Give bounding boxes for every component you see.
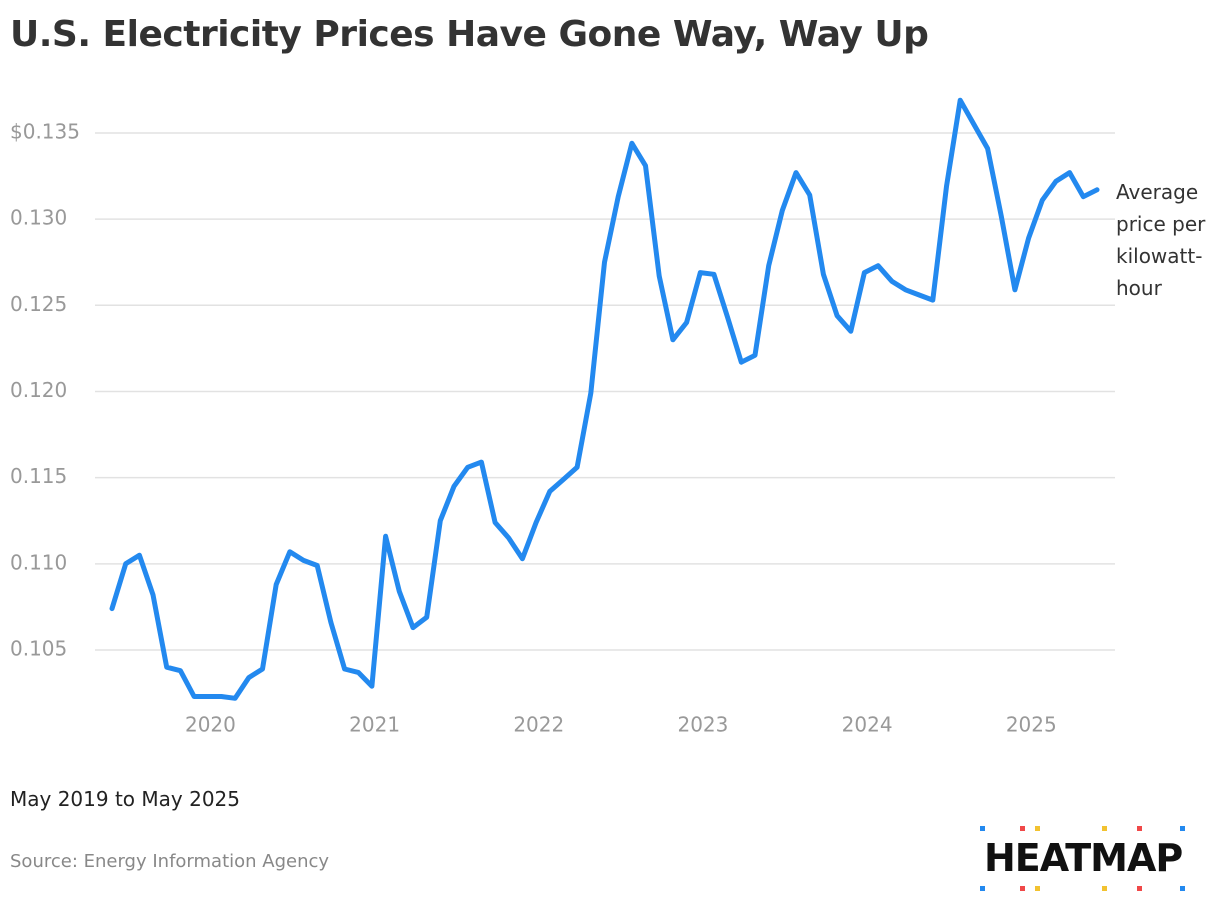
logo-dots xyxy=(980,826,1185,891)
chart: 0.105 0.110 0.115 0.120 0.125 0.130 $0.135 2020… xyxy=(10,97,1115,737)
chart-title: U.S. Electricity Prices Have Gone Way, W… xyxy=(10,14,929,55)
y-tick-label: 0.130 xyxy=(10,206,67,230)
x-tick-label: 2022 xyxy=(513,713,564,737)
subtitle: May 2019 to May 2025 xyxy=(10,787,240,811)
x-tick-label: 2023 xyxy=(677,713,728,737)
y-tick-label: 0.125 xyxy=(10,292,67,316)
y-tick-label: $0.135 xyxy=(10,119,80,143)
y-tick-label: 0.115 xyxy=(10,464,67,488)
dots xyxy=(980,826,1185,891)
x-tick-label: 2024 xyxy=(842,713,893,737)
y-tick-label: 0.120 xyxy=(10,378,67,402)
x-tick-label: 2021 xyxy=(349,713,400,737)
y-tick-label: 0.105 xyxy=(10,636,67,660)
source: Source: Energy Information Agency xyxy=(10,851,330,872)
series-label: Average price per kilowatt-hour xyxy=(1116,180,1206,300)
x-tick-label: 2025 xyxy=(1006,713,1057,737)
x-tick-label: 2020 xyxy=(185,713,236,737)
line xyxy=(109,97,1100,701)
y-tick-label: 0.110 xyxy=(10,550,67,574)
logo: HEATMAP xyxy=(984,836,1183,880)
